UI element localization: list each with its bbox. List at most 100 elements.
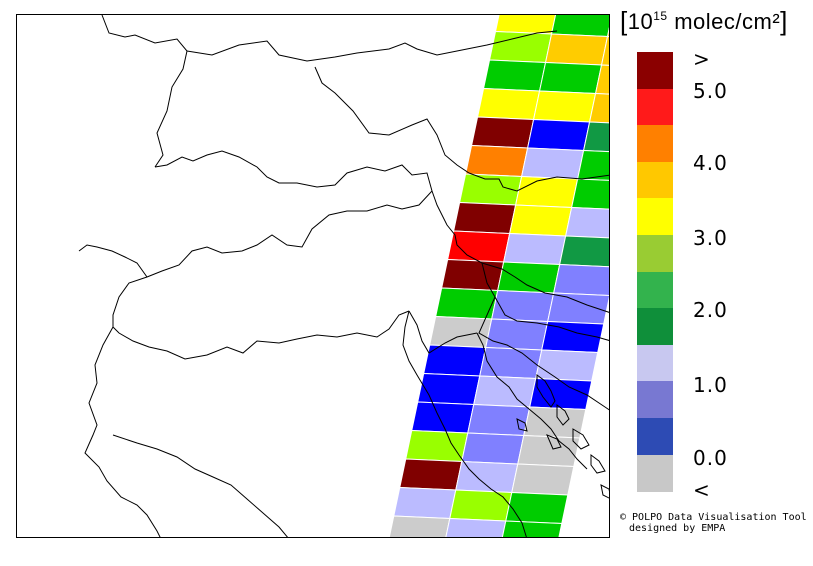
swath-pixel	[435, 287, 499, 320]
color-legend: [1015 molec/cm²] > 5.0 4.0 3.0 2.0 1.0 0…	[615, 0, 813, 566]
swath-pixel	[445, 517, 507, 537]
swath-pixel	[550, 15, 609, 38]
swath-pixel	[582, 121, 609, 153]
legend-swatch	[637, 344, 673, 382]
legend-unit-exponent: 15	[653, 9, 668, 23]
map-canvas	[78, 15, 609, 537]
legend-tick-3: 3.0	[693, 226, 728, 250]
swath-pixel	[509, 204, 573, 237]
swath-pixel	[501, 520, 563, 537]
swath-pixel	[503, 232, 567, 266]
legend-unit-rest: molec/cm²	[674, 9, 781, 34]
legend-tick-1: 1.0	[693, 373, 728, 397]
swath-pixel	[576, 149, 609, 181]
swath-pixel	[588, 92, 609, 124]
swath-pixel	[473, 375, 537, 408]
swath-pixel	[479, 346, 543, 380]
islands-7	[600, 484, 609, 499]
legend-swatch	[637, 88, 673, 126]
swath-pixel	[441, 258, 505, 292]
swath-pixel	[461, 432, 525, 465]
coast-adriatic-north	[408, 310, 478, 354]
swath-pixel	[505, 491, 569, 525]
swath-pixel	[399, 458, 463, 491]
legend-swatch	[637, 308, 673, 346]
legend-bracket-close: ]	[780, 6, 788, 36]
islands-6	[516, 418, 528, 432]
border-germany-north	[186, 30, 558, 62]
border-croatia	[478, 296, 609, 411]
credit-line-2: designed by EMPA	[629, 523, 726, 534]
coast-ligurian	[112, 434, 288, 537]
swath-pixel	[553, 263, 609, 296]
map-panel[interactable]	[16, 14, 610, 538]
legend-bracket-open: [	[620, 6, 628, 36]
swath-pixel	[538, 61, 603, 95]
swath-pixel	[565, 206, 609, 239]
islands-4	[590, 454, 606, 474]
swath-pixel	[411, 401, 475, 434]
islands-2	[556, 404, 570, 426]
border-france-italy	[112, 310, 410, 360]
swath-pixel	[523, 406, 587, 439]
swath-pixel	[594, 64, 609, 95]
swath-pixel	[455, 460, 519, 494]
legend-tick-gt: >	[693, 47, 711, 71]
border-italy-slovenia	[431, 190, 609, 313]
satellite-swath	[388, 15, 609, 537]
legend-units: [1015 molec/cm²]	[620, 6, 788, 37]
coast-italy-east	[402, 310, 527, 537]
coast-istria	[476, 332, 588, 470]
swath-pixel	[393, 486, 457, 520]
swath-pixel	[559, 235, 609, 268]
islands-5	[546, 434, 562, 450]
legend-swatch	[637, 271, 673, 309]
legend-swatch	[637, 454, 673, 492]
border-france-north	[101, 15, 188, 168]
swath-pixel	[497, 261, 561, 294]
legend-tick-lt: <	[693, 478, 711, 502]
legend-tick-2: 2.0	[693, 298, 728, 322]
swath-pixel	[529, 377, 593, 411]
islands-3	[572, 428, 590, 450]
legend-tick-0: 0.0	[693, 446, 728, 470]
swath-pixel	[520, 147, 585, 180]
swath-pixel	[491, 289, 555, 323]
legend-swatch	[637, 198, 673, 236]
border-swiss	[84, 150, 433, 537]
legend-swatch	[637, 52, 673, 90]
credit-line-1: © POLPO Data Visualisation Tool	[620, 512, 807, 523]
swath-pixel	[464, 144, 529, 178]
swath-pixel	[488, 30, 553, 64]
legend-swatch	[637, 125, 673, 163]
swath-pixel	[494, 15, 557, 35]
legend-unit-base: 10	[627, 9, 654, 34]
swath-pixel	[467, 403, 531, 437]
legend-swatch	[637, 381, 673, 419]
swath-pixel	[535, 349, 599, 382]
swath-pixel	[476, 87, 541, 121]
swath-pixel	[511, 463, 575, 496]
border-austria	[314, 66, 609, 192]
swath-pixel	[532, 90, 597, 123]
legend-swatch	[637, 235, 673, 273]
swath-pixel	[600, 35, 609, 66]
swath-pixel	[449, 489, 513, 522]
border-slovenia	[481, 262, 609, 341]
swath-pixel	[405, 429, 469, 463]
swath-pixel	[482, 59, 547, 92]
swath-pixel	[447, 230, 511, 263]
swath-pixel	[541, 320, 605, 354]
swath-pixel	[544, 33, 609, 66]
legend-tick-5: 5.0	[693, 79, 728, 103]
swath-pixel	[388, 515, 451, 537]
swath-pixel	[470, 116, 535, 149]
legend-swatch	[637, 418, 673, 456]
swath-pixel	[453, 201, 517, 235]
legend-swatch	[637, 161, 673, 199]
swath-pixel	[515, 175, 579, 209]
swath-pixel	[417, 372, 481, 406]
swath-pixel	[571, 178, 609, 210]
swath-pixel	[606, 27, 609, 38]
swath-pixel	[547, 292, 609, 325]
